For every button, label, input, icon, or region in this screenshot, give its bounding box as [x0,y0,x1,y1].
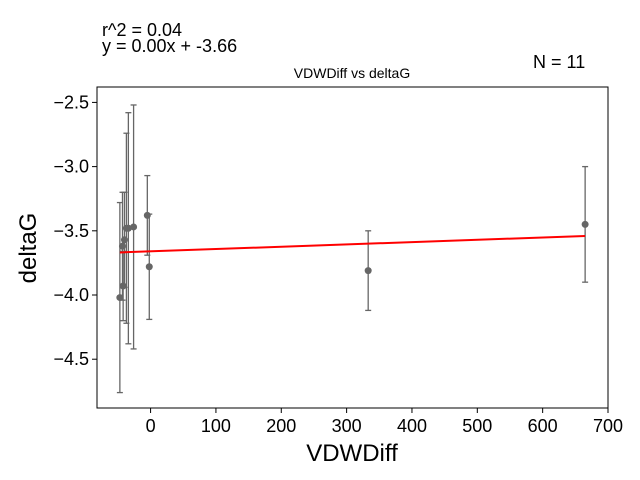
y-tick-label: −3.0 [53,157,89,177]
data-point [118,242,126,250]
x-axis-label: VDWDiff [306,440,398,467]
sample-count-annotation: N = 11 [533,52,586,72]
y-tick-label: −4.0 [53,285,89,305]
r-squared-annotation: r^2 = 0.04 [102,20,182,40]
x-tick-label: 400 [397,416,427,436]
y-tick-label: −2.5 [53,92,89,112]
data-point [120,236,128,244]
data-point [143,211,151,219]
x-tick-label: 600 [528,416,558,436]
data-point [364,267,372,275]
y-tick-label: −4.5 [53,349,89,369]
x-tick-label: 100 [201,416,231,436]
data-point [581,220,589,228]
regression-equation-annotation: y = 0.00x + -3.66 [102,36,238,56]
regression-line [119,234,586,254]
x-tick-label: 700 [593,416,623,436]
data-point [145,263,153,271]
data-point [124,224,132,232]
plot-frame [96,86,609,409]
y-tick-label: −3.5 [53,221,89,241]
x-tick-label: 0 [146,416,156,436]
y-axis-label: deltaG [15,213,42,284]
x-tick-label: 500 [462,416,492,436]
x-tick-label: 300 [332,416,362,436]
data-point [130,223,138,231]
chart-title: VDWDiff vs deltaG [294,65,410,81]
x-tick-label: 200 [266,416,296,436]
data-point [116,294,124,302]
data-point [119,282,127,290]
